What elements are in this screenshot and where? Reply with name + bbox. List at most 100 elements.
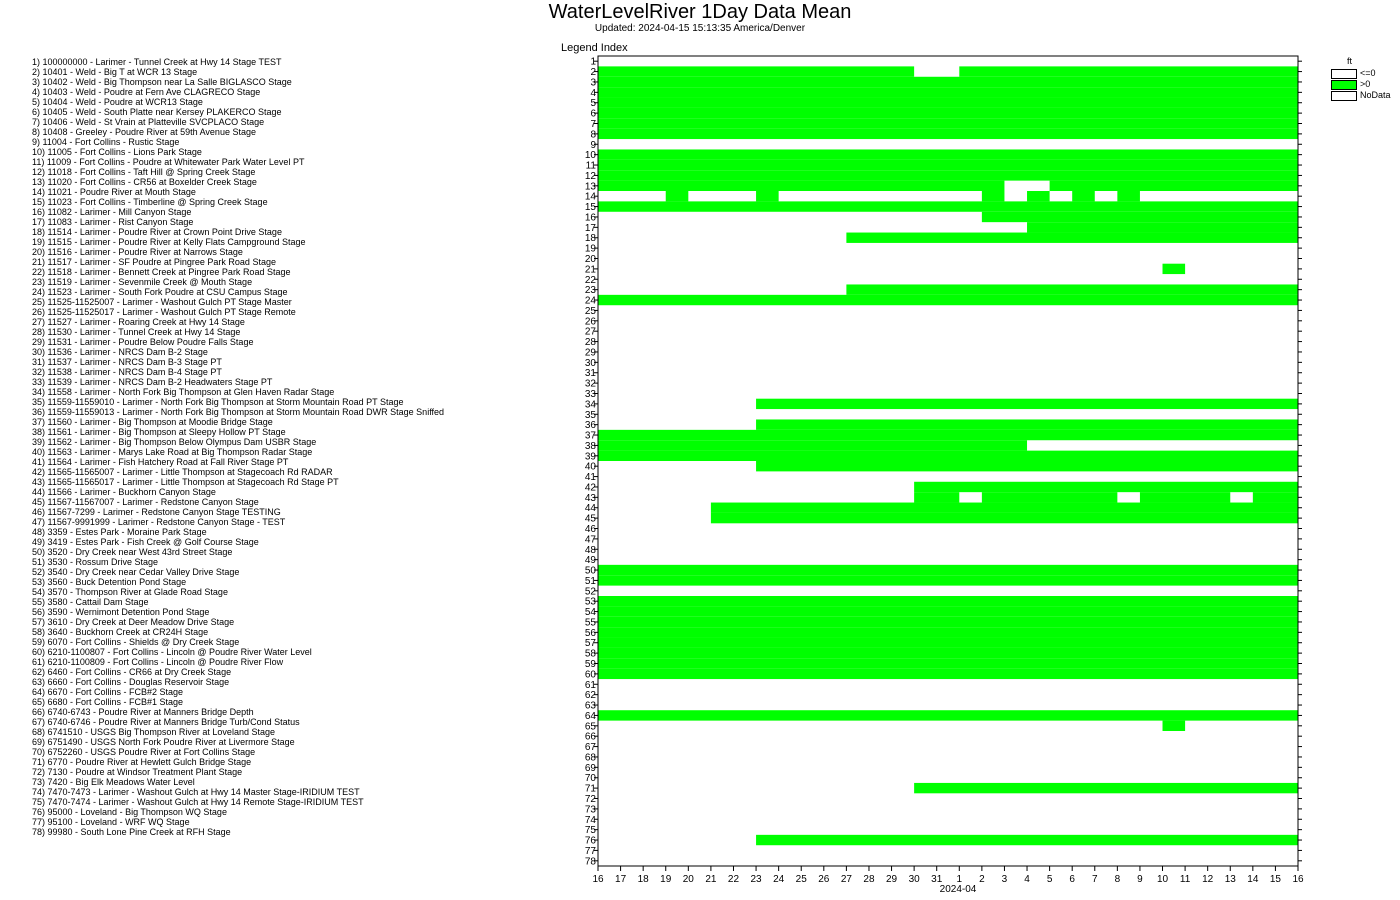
heatmap-cell-row-5 <box>598 97 1298 108</box>
y-tick-label: 57 <box>585 638 597 649</box>
x-tick-label: 13 <box>1225 874 1237 885</box>
y-tick-label: 6 <box>590 109 596 120</box>
y-tick-label: 69 <box>585 763 597 774</box>
heatmap-cell-row-37 <box>598 429 1298 441</box>
legend-index-label: Legend Index <box>561 42 628 54</box>
series-list-item: 12) 11018 - Fort Collins - Taft Hill @ S… <box>32 167 256 177</box>
y-tick-label: 21 <box>585 264 597 275</box>
series-list-item: 13) 11020 - Fort Collins - CR56 at Boxel… <box>32 177 257 187</box>
y-tick-label: 59 <box>585 659 597 670</box>
y-tick-label: 53 <box>585 597 597 608</box>
x-tick-label: 31 <box>931 874 943 885</box>
heatmap-cell-row-18 <box>846 232 1298 243</box>
heatmap-cell-row-44 <box>710 502 1298 513</box>
y-tick-label: 33 <box>585 389 597 400</box>
series-list-item: 34) 11558 - Larimer - North Fork Big Tho… <box>32 387 335 397</box>
y-tick-label: 74 <box>585 815 597 826</box>
y-tick-label: 1 <box>590 57 596 68</box>
x-tick-label: 20 <box>683 874 695 885</box>
y-tick-label: 30 <box>585 358 597 369</box>
y-tick-label: 32 <box>585 379 597 390</box>
x-tick-label: 26 <box>818 874 830 885</box>
y-tick-label: 13 <box>585 181 597 192</box>
heatmap-cell-row-13 <box>1049 180 1298 191</box>
series-list-item: 5) 10404 - Weld - Poudre at WCR13 Stage <box>32 97 203 107</box>
heatmap-cell-row-53 <box>598 596 1298 607</box>
series-list-item: 52) 3540 - Dry Creek near Cedar Valley D… <box>32 567 240 577</box>
series-list-item: 8) 10408 - Greeley - Poudre River at 59t… <box>32 127 256 137</box>
y-tick-label: 8 <box>590 129 596 140</box>
x-tick-label: 21 <box>705 874 717 885</box>
series-list-item: 53) 3560 - Buck Detention Pond Stage <box>32 577 187 587</box>
x-tick-label: 16 <box>592 874 604 885</box>
series-list-item: 77) 95100 - Loveland - WRF WQ Stage <box>32 817 190 827</box>
series-list-item: 40) 11563 - Larimer - Marys Lake Road at… <box>32 447 313 457</box>
x-tick-label: 19 <box>660 874 672 885</box>
series-list-item: 47) 11567-9991999 - Larimer - Redstone C… <box>32 517 286 527</box>
series-list-item: 24) 11523 - Larimer - South Fork Poudre … <box>32 287 288 297</box>
y-tick-label: 63 <box>585 701 597 712</box>
series-list-item: 39) 11562 - Larimer - Big Thompson Below… <box>32 437 317 447</box>
heatmap-cell-row-24 <box>598 294 1298 306</box>
series-list-item: 4) 10403 - Weld - Poudre at Fern Ave CLA… <box>32 87 261 97</box>
series-list-item: 2) 10401 - Weld - Big T at WCR 13 Stage <box>32 67 198 77</box>
y-tick-label: 52 <box>585 586 597 597</box>
heatmap-cell-row-8 <box>598 128 1298 140</box>
series-list-item: 22) 11518 - Larimer - Bennett Creek at P… <box>32 267 291 277</box>
heatmap-cell-row-14 <box>665 191 689 202</box>
y-tick-label: 54 <box>585 607 597 618</box>
y-tick-label: 2 <box>590 67 596 78</box>
y-tick-label: 60 <box>585 669 597 680</box>
series-list-item: 17) 11083 - Larimer - Rist Canyon Stage <box>32 217 194 227</box>
series-list-item: 41) 11564 - Larimer - Fish Hatchery Road… <box>32 457 289 467</box>
y-tick-label: 37 <box>585 431 597 442</box>
legend-units: ft <box>1347 56 1353 66</box>
x-tick-label: 4 <box>1024 874 1030 885</box>
legend-swatch-nonpositive <box>1331 69 1357 79</box>
heatmap-cell-row-51 <box>598 575 1298 586</box>
x-tick-label: 16 <box>1292 874 1304 885</box>
y-tick-label: 44 <box>585 503 597 514</box>
x-axis-label: 2024-04 <box>940 884 977 895</box>
heatmap-cell-row-43 <box>1252 492 1298 503</box>
series-list-item: 50) 3520 - Dry Creek near West 43rd Stre… <box>32 547 233 557</box>
heatmap-cell-row-14 <box>1072 191 1095 202</box>
series-list-item: 35) 11559-11559010 - Larimer - North For… <box>32 397 404 407</box>
series-list-item: 72) 7130 - Poudre at Windsor Treatment P… <box>32 767 243 777</box>
series-list-item: 65) 6680 - Fort Collins - FCB#1 Stage <box>32 697 184 707</box>
legend-swatch-positive <box>1331 80 1357 90</box>
y-tick-label: 49 <box>585 555 597 566</box>
heatmap-cell-row-59 <box>598 658 1298 669</box>
y-tick-label: 42 <box>585 482 597 493</box>
chart-title: WaterLevelRiver 1Day Data Mean <box>548 1 852 23</box>
heatmap-cell-row-13 <box>598 180 1005 191</box>
y-tick-label: 47 <box>585 534 597 545</box>
series-list-item: 58) 3640 - Buckhorn Creek at CR24H Stage <box>32 627 209 637</box>
series-list-item: 67) 6740-6746 - Poudre River at Manners … <box>32 717 300 727</box>
y-tick-label: 51 <box>585 576 597 587</box>
heatmap-cell-row-17 <box>1027 222 1298 233</box>
x-tick-label: 22 <box>728 874 740 885</box>
y-tick-label: 24 <box>585 296 597 307</box>
heatmap-cell-row-36 <box>756 419 1298 430</box>
y-tick-label: 14 <box>585 192 597 203</box>
x-tick-label: 29 <box>886 874 898 885</box>
heatmap-cell-row-12 <box>598 170 1298 181</box>
series-list-item: 71) 6770 - Poudre River at Hewlett Gulch… <box>32 757 252 767</box>
series-list-item: 59) 6070 - Fort Collins - Shields @ Dry … <box>32 637 240 647</box>
series-list-item: 73) 7420 - Big Elk Meadows Water Level <box>32 777 195 787</box>
heatmap-cell-row-34 <box>756 398 1298 410</box>
y-tick-label: 35 <box>585 410 597 421</box>
series-list-item: 78) 99980 - South Lone Pine Creek at RFH… <box>32 827 231 837</box>
x-tick-label: 23 <box>751 874 763 885</box>
series-list-item: 56) 3590 - Wernimont Detention Pond Stag… <box>32 607 210 617</box>
heatmap-cell-row-2 <box>598 66 915 77</box>
heatmap-cell-row-3 <box>598 76 1298 88</box>
y-tick-label: 26 <box>585 316 597 327</box>
series-list-item: 36) 11559-11559013 - Larimer - North For… <box>32 407 445 417</box>
heatmap-cell-row-56 <box>598 627 1298 638</box>
series-list-item: 63) 6660 - Fort Collins - Douglas Reserv… <box>32 677 230 687</box>
heatmap-cell-row-71 <box>914 782 1298 794</box>
heatmap-cell-row-43 <box>1139 492 1231 503</box>
heatmap-cell-row-50 <box>598 564 1298 576</box>
